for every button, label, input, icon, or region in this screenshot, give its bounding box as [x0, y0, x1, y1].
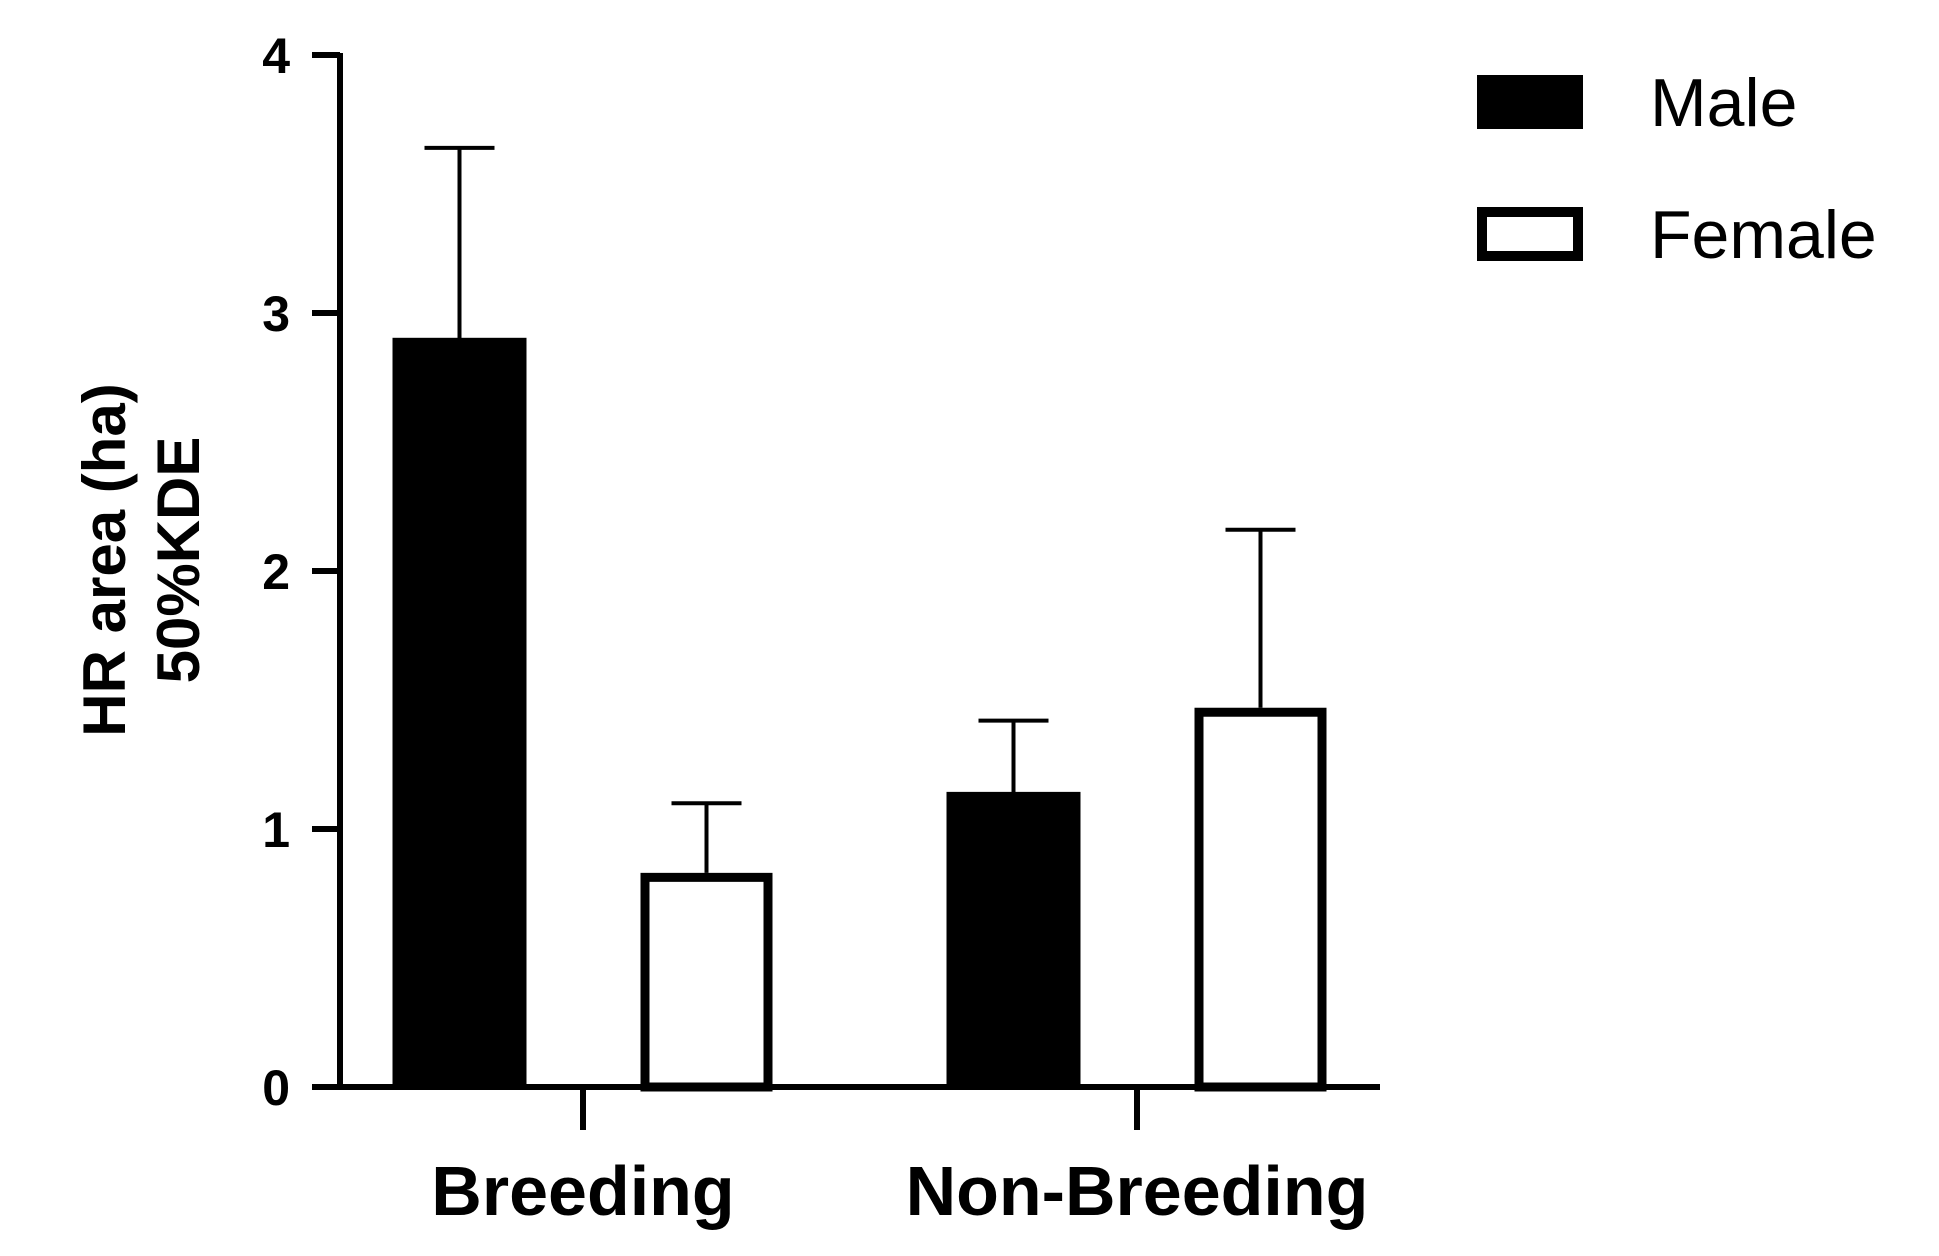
bars-layer [392, 145, 1327, 1092]
axes-layer: 0 1 2 3 4 Breeding Non-Breeding [262, 28, 1380, 1230]
legend: Male Female [1477, 65, 1877, 273]
bar-female-breeding [640, 872, 773, 1092]
bar-male-non-breeding [946, 791, 1081, 1088]
y-tick-label-3: 3 [262, 286, 290, 342]
legend-swatch-male [1477, 75, 1583, 129]
y-tick-label-0: 0 [262, 1060, 290, 1116]
y-tick-label-4: 4 [262, 28, 290, 84]
y-tick-label-1: 1 [262, 802, 290, 858]
x-tick-label-non-breeding: Non-Breeding [906, 1152, 1369, 1230]
y-axis-title-line-2: 50%KDE [145, 437, 212, 684]
legend-swatch-female [1477, 207, 1583, 261]
y-axis-title: HR area (ha) 50%KDE [71, 383, 212, 736]
y-tick-label-2: 2 [262, 544, 290, 600]
legend-label-male: Male [1650, 65, 1797, 141]
legend-label-female: Female [1650, 197, 1877, 273]
bar-female-non-breeding [1194, 707, 1327, 1092]
y-axis-title-line-1: HR area (ha) [71, 383, 138, 736]
x-tick-label-breeding: Breeding [431, 1152, 734, 1230]
bar-male-breeding [392, 337, 527, 1088]
